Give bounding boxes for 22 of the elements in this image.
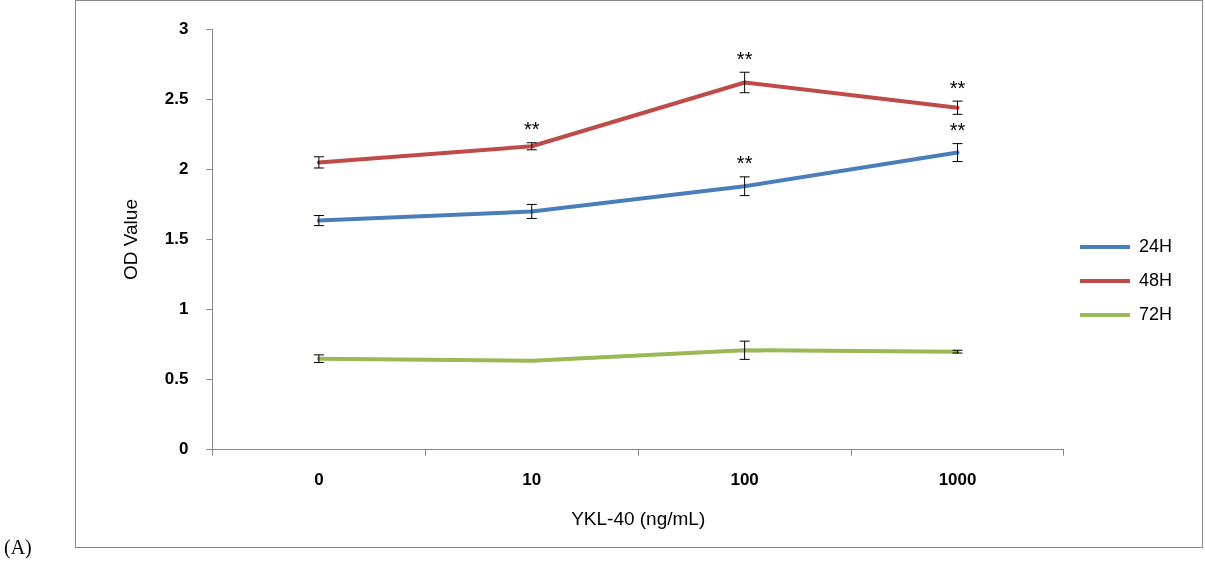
legend-label: 72H bbox=[1138, 303, 1173, 324]
x-tick-label: 1000 bbox=[938, 469, 977, 489]
x-tick-label: 10 bbox=[522, 469, 542, 489]
y-axis-title: OD Value bbox=[119, 199, 141, 280]
y-tick-label: 2.5 bbox=[164, 88, 189, 108]
annotation: ** bbox=[736, 47, 753, 70]
y-tick-label: 3 bbox=[178, 18, 189, 38]
annotation: ** bbox=[949, 76, 966, 99]
x-tick-label: 100 bbox=[730, 469, 759, 489]
y-tick-label: 1.5 bbox=[164, 229, 189, 249]
y-tick-label: 1 bbox=[178, 299, 189, 319]
y-tick-label: 0 bbox=[178, 439, 189, 459]
legend-label: 48H bbox=[1138, 269, 1173, 290]
annotation: ** bbox=[736, 152, 753, 175]
y-tick-label: 0.5 bbox=[164, 369, 189, 389]
annotation: ** bbox=[949, 119, 966, 142]
x-axis-title: YKL-40 (ng/mL) bbox=[571, 507, 706, 529]
text: (A) bbox=[4, 536, 32, 559]
y-tick-label: 2 bbox=[178, 159, 189, 179]
annotation: ** bbox=[523, 118, 540, 141]
legend-label: 24H bbox=[1138, 235, 1173, 256]
x-tick-label: 0 bbox=[314, 469, 324, 489]
